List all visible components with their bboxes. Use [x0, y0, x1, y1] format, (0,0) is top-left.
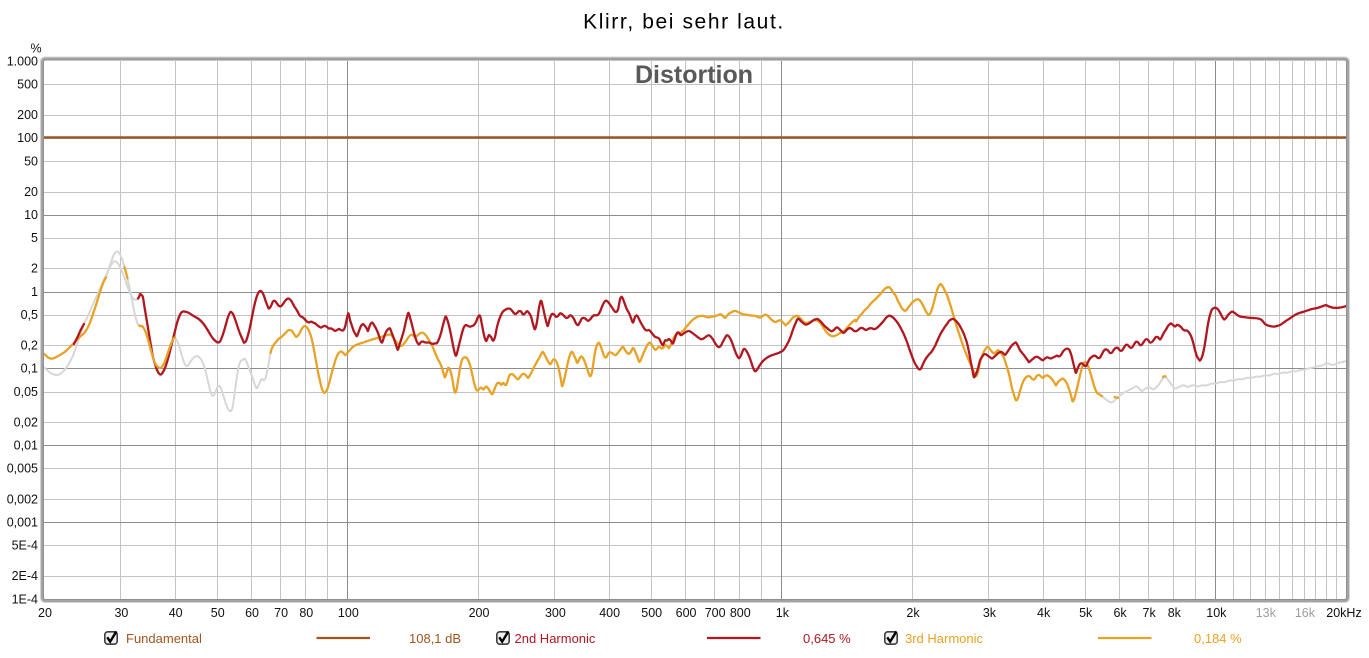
svg-text:3k: 3k — [983, 606, 997, 620]
svg-text:1: 1 — [31, 285, 38, 299]
svg-text:500: 500 — [641, 606, 662, 620]
svg-text:2nd Harmonic: 2nd Harmonic — [515, 631, 596, 646]
svg-text:30: 30 — [114, 606, 128, 620]
svg-text:200: 200 — [17, 108, 38, 122]
svg-text:50: 50 — [211, 606, 225, 620]
svg-text:800: 800 — [730, 606, 751, 620]
svg-text:Distortion: Distortion — [635, 61, 753, 89]
svg-text:2E-4: 2E-4 — [12, 569, 38, 583]
svg-text:0,002: 0,002 — [7, 492, 38, 506]
svg-text:0,184 %: 0,184 % — [1194, 631, 1242, 646]
svg-text:500: 500 — [17, 77, 38, 91]
svg-text:100: 100 — [17, 131, 38, 145]
svg-text:600: 600 — [676, 606, 697, 620]
svg-text:0,01: 0,01 — [14, 439, 38, 453]
svg-text:300: 300 — [545, 606, 566, 620]
svg-text:70: 70 — [274, 606, 288, 620]
svg-text:20: 20 — [24, 185, 38, 199]
svg-text:108,1 dB: 108,1 dB — [409, 631, 461, 646]
svg-text:0,1: 0,1 — [21, 362, 38, 376]
svg-text:400: 400 — [599, 606, 620, 620]
svg-text:0,645 %: 0,645 % — [803, 631, 851, 646]
svg-text:50: 50 — [24, 154, 38, 168]
svg-text:5E-4: 5E-4 — [12, 539, 38, 553]
svg-text:20: 20 — [38, 606, 52, 620]
svg-text:0,001: 0,001 — [7, 515, 38, 529]
svg-text:2: 2 — [31, 262, 38, 276]
svg-text:4k: 4k — [1037, 606, 1051, 620]
svg-text:200: 200 — [469, 606, 490, 620]
svg-text:2k: 2k — [906, 606, 920, 620]
svg-text:10: 10 — [24, 208, 38, 222]
svg-text:20kHz: 20kHz — [1326, 606, 1361, 620]
svg-text:1k: 1k — [776, 606, 790, 620]
svg-text:7k: 7k — [1143, 606, 1157, 620]
svg-text:Klirr, bei sehr laut.: Klirr, bei sehr laut. — [583, 11, 785, 34]
svg-text:80: 80 — [299, 606, 313, 620]
svg-text:13k: 13k — [1256, 606, 1277, 620]
svg-text:3rd Harmonic: 3rd Harmonic — [905, 631, 984, 646]
svg-text:5: 5 — [31, 231, 38, 245]
svg-text:0,05: 0,05 — [14, 385, 38, 399]
svg-text:Fundamental: Fundamental — [126, 631, 202, 646]
svg-text:16k: 16k — [1295, 606, 1316, 620]
svg-text:0,5: 0,5 — [21, 308, 38, 322]
svg-text:5k: 5k — [1079, 606, 1093, 620]
svg-text:%: % — [30, 42, 41, 56]
svg-text:0,02: 0,02 — [14, 415, 38, 429]
svg-text:40: 40 — [169, 606, 183, 620]
svg-text:0,2: 0,2 — [21, 339, 38, 353]
svg-text:6k: 6k — [1113, 606, 1127, 620]
svg-text:60: 60 — [245, 606, 259, 620]
svg-text:1E-4: 1E-4 — [12, 592, 38, 606]
svg-text:0,005: 0,005 — [7, 462, 38, 476]
svg-text:8k: 8k — [1168, 606, 1182, 620]
svg-text:10k: 10k — [1206, 606, 1227, 620]
svg-text:1.000: 1.000 — [7, 54, 38, 68]
svg-text:100: 100 — [338, 606, 359, 620]
svg-text:700: 700 — [705, 606, 726, 620]
